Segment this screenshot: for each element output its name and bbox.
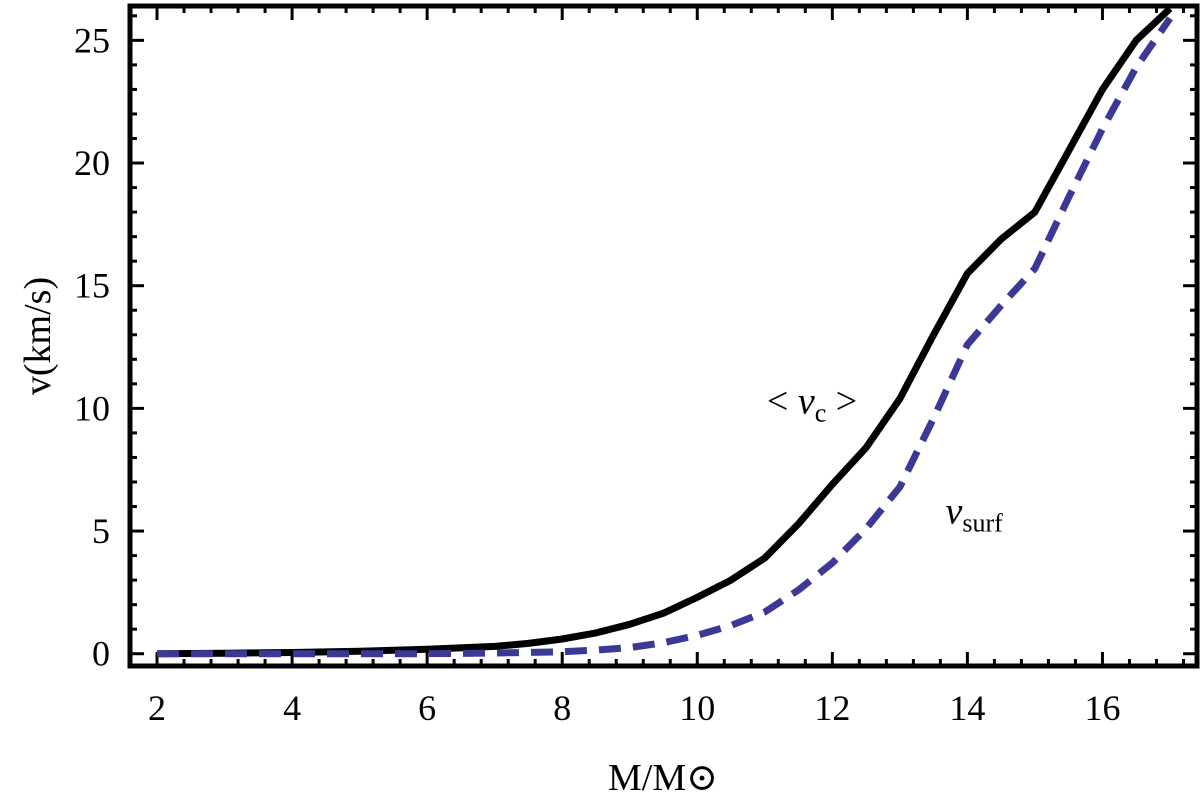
annotations-layer: < vc > vsurf <box>767 380 1003 537</box>
y-tick-label: 0 <box>92 634 110 674</box>
x-tick-label: 10 <box>679 688 715 728</box>
y-tick-label: 10 <box>74 388 110 428</box>
x-tick-label: 14 <box>949 688 985 728</box>
series-vc-line <box>156 5 1173 658</box>
x-tick-label: 12 <box>814 688 850 728</box>
y-tick-label: 20 <box>74 143 110 183</box>
x-tick-label: 16 <box>1084 688 1120 728</box>
x-tick-label: 8 <box>553 688 571 728</box>
series-layer <box>156 5 1173 658</box>
y-axis-title: v(km/s) <box>17 277 59 395</box>
tick-labels-layer: 2 4 6 8 10 12 14 16 0 5 10 15 20 25 <box>74 20 1120 728</box>
y-tick-label: 25 <box>74 20 110 60</box>
x-tick-label: 6 <box>418 688 436 728</box>
x-axis-title: M/M⊙ <box>608 757 718 799</box>
annotation-vc: < vc > <box>767 380 857 427</box>
x-tick-label: 4 <box>283 688 301 728</box>
x-tick-label: 2 <box>148 688 166 728</box>
y-tick-label: 15 <box>74 266 110 306</box>
series-vsurf-line <box>157 16 1173 658</box>
annotation-vsurf: vsurf <box>945 491 1003 538</box>
ticks-layer <box>128 6 1197 666</box>
plot-frame <box>127 3 1200 669</box>
y-tick-label: 5 <box>92 511 110 551</box>
